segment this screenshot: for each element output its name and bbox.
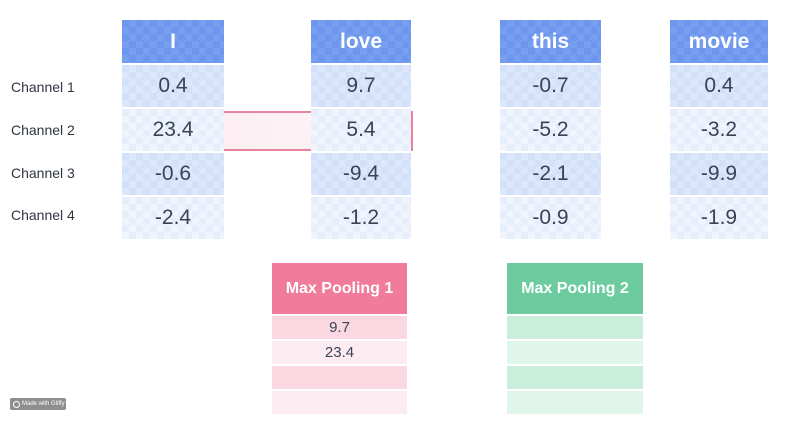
- word-header: love: [311, 20, 411, 63]
- embedding-cell: -1.2: [311, 197, 411, 239]
- embedding-cell: -9.9: [670, 153, 768, 195]
- channel-label-2: Channel 2: [11, 122, 75, 138]
- word-header: this: [500, 20, 601, 63]
- embedding-cell: 0.4: [122, 65, 224, 107]
- max-pooling-2: Max Pooling 2: [507, 263, 643, 416]
- embedding-cell: -2.1: [500, 153, 601, 195]
- watermark-badge: Made with Gliffy: [10, 398, 66, 410]
- pool-row: 23.4: [272, 341, 407, 364]
- pool-row: [272, 391, 407, 414]
- word-column-this: this -0.7 -5.2 -2.1 -0.9: [500, 20, 601, 241]
- pool-row: [507, 391, 643, 414]
- embedding-cell: 9.7: [311, 65, 411, 107]
- word-header: I: [122, 20, 224, 63]
- embedding-cell: -9.4: [311, 153, 411, 195]
- embedding-cell: -5.2: [500, 109, 601, 151]
- gliffy-logo-icon: [13, 400, 20, 408]
- pool-row: [507, 341, 643, 364]
- pool-row: [272, 366, 407, 389]
- pool-row: 9.7: [272, 316, 407, 339]
- channel-label-3: Channel 3: [11, 165, 75, 181]
- watermark-text: Made with Gliffy: [22, 401, 65, 407]
- embedding-cell: -0.6: [122, 153, 224, 195]
- channel-label-1: Channel 1: [11, 79, 75, 95]
- pool-row: [507, 366, 643, 389]
- embedding-cell: -1.9: [670, 197, 768, 239]
- channel-label-4: Channel 4: [11, 207, 75, 223]
- embedding-cell: 23.4: [122, 109, 224, 151]
- pool-header: Max Pooling 2: [507, 263, 643, 314]
- embedding-cell: -0.9: [500, 197, 601, 239]
- embedding-cell: -0.7: [500, 65, 601, 107]
- pool-row: [507, 316, 643, 339]
- max-pooling-1: Max Pooling 1 9.7 23.4: [272, 263, 407, 416]
- word-column-i: I 0.4 23.4 -0.6 -2.4: [122, 20, 224, 241]
- embedding-cell: 0.4: [670, 65, 768, 107]
- pool-header: Max Pooling 1: [272, 263, 407, 314]
- embedding-cell: -3.2: [670, 109, 768, 151]
- word-column-love: love 9.7 5.4 -9.4 -1.2: [311, 20, 411, 241]
- embedding-cell: -2.4: [122, 197, 224, 239]
- word-header: movie: [670, 20, 768, 63]
- word-column-movie: movie 0.4 -3.2 -9.9 -1.9: [670, 20, 768, 241]
- embedding-cell: 5.4: [311, 109, 411, 151]
